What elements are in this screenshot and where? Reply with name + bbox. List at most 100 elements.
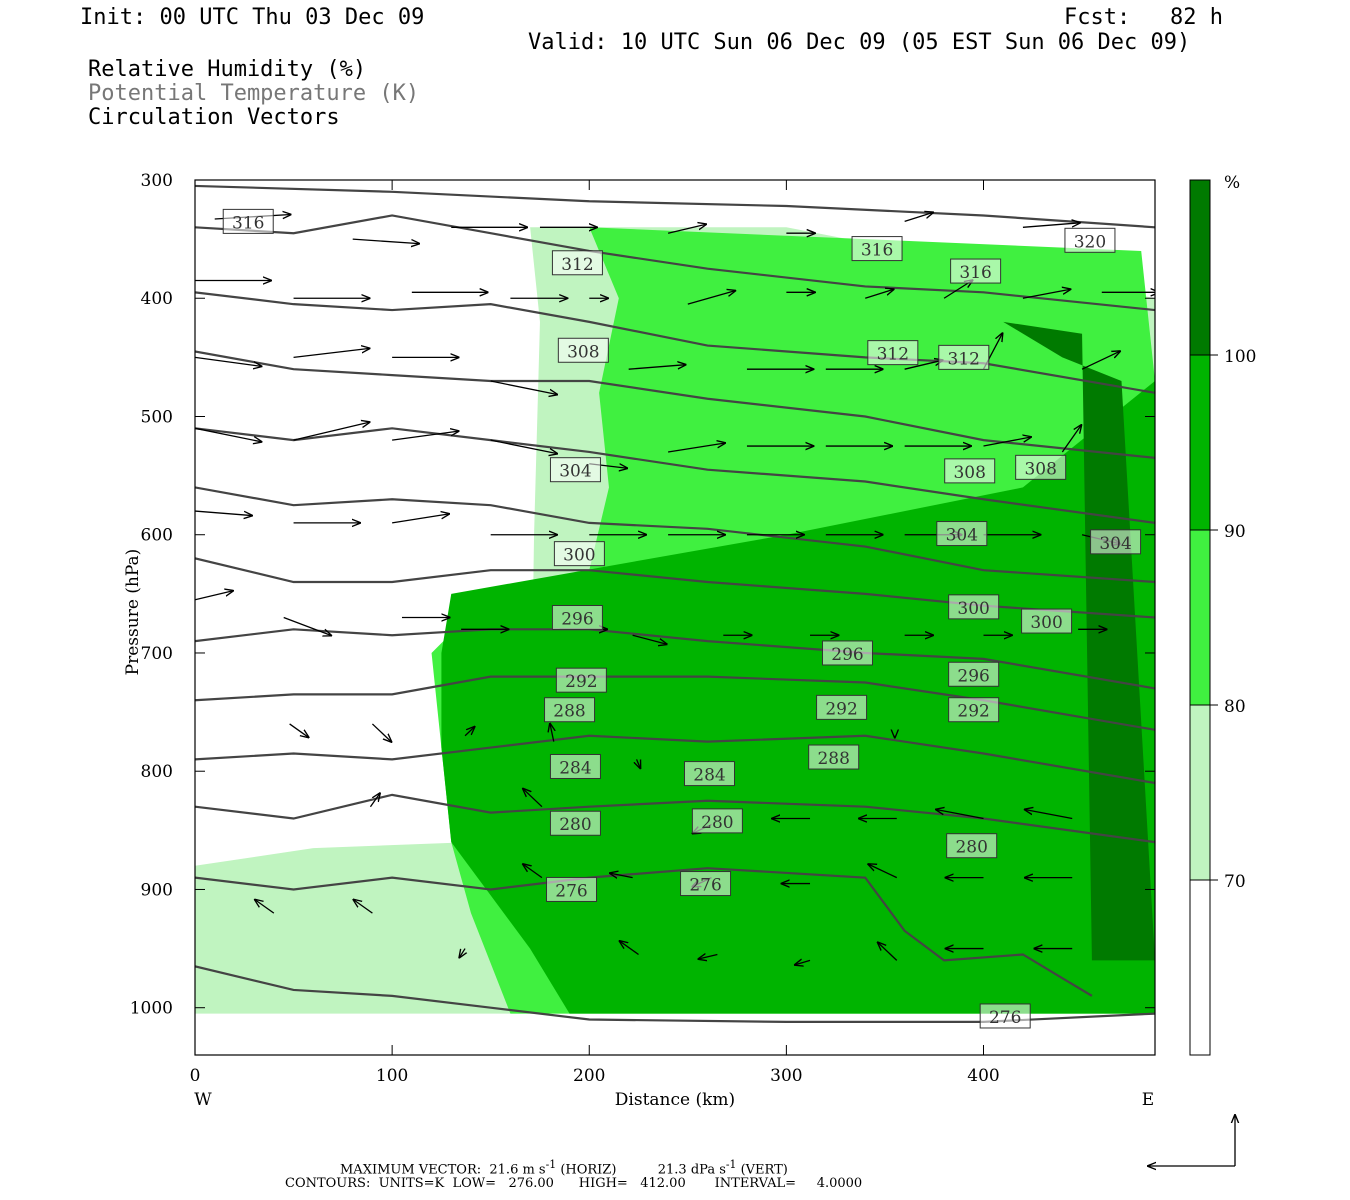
circulation-vector [868,864,898,879]
theta-label-box [551,605,603,630]
circulation-vector [904,212,934,223]
circulation-vector [637,759,641,768]
theta-label-box [948,697,1000,723]
circulation-vector [632,634,667,644]
field-vectors: Circulation Vectors [88,105,340,130]
circulation-vector [698,954,718,959]
theta-label-box [867,340,919,366]
colorbar-label: 80 [1224,697,1246,717]
circulation-vector [1022,289,1070,299]
theta-contour-296 [195,557,1155,619]
circulation-vector [464,727,475,737]
y-tick-label: 500 [141,407,173,427]
theta-contour-276 [195,965,1155,1023]
theta-label-text: 316 [861,241,893,261]
theta-label-text: 296 [561,610,593,630]
valid-time: Valid: 10 UTC Sun 06 Dec 09 (05 EST Sun … [528,30,1191,55]
circulation-vector [936,810,984,820]
circulation-vector [392,431,459,441]
contour-info: CONTOURS: UNITS=K LOW= 276.00 HIGH= 412.… [285,1176,863,1191]
theta-label-text: 312 [561,255,593,275]
theta-label-box [946,833,998,859]
circulation-vector [1061,425,1081,453]
y-tick-label: 900 [141,880,173,900]
rh-shading [195,227,1155,1014]
theta-label-text: 304 [559,462,591,482]
x-axis-label: Distance (km) [615,1090,735,1110]
circulation-vector [620,941,639,956]
circulation-vector [865,289,894,299]
theta-contour-304 [195,427,1155,524]
axes: 300 400 500 600 700 800 900 1000 0 100 200 300 400 [130,171,1155,1086]
theta-label-text: 300 [563,546,595,566]
theta-label-304: 304 [549,457,601,483]
circulation-vector [353,900,373,914]
theta-label-320: 320 [1064,227,1116,253]
theta-label-text: 276 [689,876,721,896]
y-axis-label: Pressure (hPa) [123,549,143,676]
y-tick-label: 600 [141,526,173,546]
circulation-vector [352,238,420,244]
theta-label-box [936,521,988,547]
theta-label-text: 308 [1024,459,1056,479]
y-tick-label: 800 [141,762,173,782]
theta-label-text: 292 [565,672,597,692]
circulation-vector [195,427,262,442]
colorbar-label: 70 [1224,872,1246,892]
theta-label-text: 304 [1099,534,1131,554]
theta-label-box [948,661,1000,687]
circulation-vector [1022,223,1080,228]
theta-label-text: 300 [957,599,989,619]
theta-label-276: 276 [546,876,598,902]
theta-label-284: 284 [549,753,601,779]
theta-label-box [222,208,274,234]
theta-label-box [938,344,990,370]
theta-label-308: 308 [944,458,996,484]
theta-label-276: 276 [979,1003,1031,1029]
field-rh: Relative Humidity (%) [88,57,367,82]
max-vector-label: MAXIMUM VECTOR: 21.6 m s-1 (HORIZ) 21.3 … [340,1158,788,1178]
circulation-vector [687,291,736,305]
colorbar-band [1189,879,1211,1056]
theta-label-box [1021,608,1073,634]
theta-label-316: 316 [222,208,274,234]
theta-label-304: 304 [1090,529,1142,555]
circulation-vector [1025,810,1073,820]
theta-label-box [683,761,735,787]
theta-label-box [944,458,996,484]
circulation-vector [490,439,557,454]
theta-label-296: 296 [948,661,1000,687]
circulation-vector [293,422,370,441]
theta-label-box [557,337,609,363]
colorbar-band [1189,354,1211,531]
theta-label-box [816,694,868,720]
x-tick-label: 100 [376,1066,408,1086]
colorbar-unit: % [1224,173,1240,193]
theta-contour-300 [195,486,1155,584]
forecast-hour: Fcst: 82 h [1064,5,1223,30]
circulation-vector [490,380,557,395]
x-tick-label: 300 [770,1066,802,1086]
circulation-vector [195,510,252,515]
circulation-vector [523,864,543,879]
circulation-vector [523,789,543,808]
theta-label-300: 300 [553,541,605,567]
theta-label-box [948,594,1000,620]
colorbar: 100 90 80 70% [1189,173,1256,1056]
y-tick-label: 700 [141,644,173,664]
circulation-vector [667,224,706,234]
circulation-vector [255,900,275,914]
circulation-vector [610,873,633,878]
theta-label-308: 308 [557,337,609,363]
theta-label-280: 280 [946,833,998,859]
theta-label-text: 300 [1030,613,1062,633]
theta-label-text: 312 [948,349,980,369]
theta-label-text: 280 [955,838,987,858]
field-theta: Potential Temperature (K) [88,81,420,106]
circulation-vector [195,356,262,366]
theta-label-text: 292 [825,699,857,719]
theta-label-text: 276 [989,1008,1021,1028]
theta-label-box [1015,454,1067,480]
circulation-vector [371,723,391,742]
theta-label-276: 276 [680,871,732,897]
